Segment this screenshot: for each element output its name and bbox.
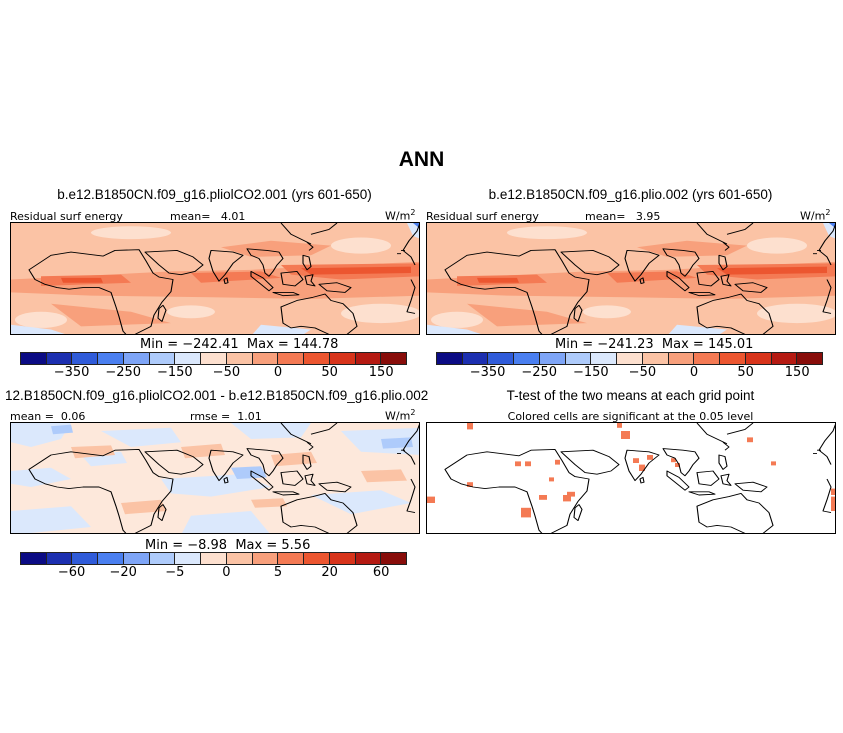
colorbar-tick-label: 50 <box>737 365 754 380</box>
colorbar-swatch <box>720 353 746 364</box>
panel-1-title: b.e12.B1850CN.f09_g16.pliolCO2.001 (yrs … <box>57 187 372 202</box>
colorbar-swatch <box>539 353 566 364</box>
colorbar-swatch <box>46 353 73 364</box>
panel-4-title: T-test of the two means at each grid poi… <box>506 388 755 403</box>
colorbar-swatch <box>381 553 407 564</box>
colorbar-tick-label: −5 <box>165 565 185 580</box>
colorbar-swatch <box>123 553 150 564</box>
panel-2-title: b.e12.B1850CN.f09_g16.plio.002 (yrs 601-… <box>488 187 773 202</box>
colorbar-swatch <box>304 353 330 364</box>
colorbar-tick-label: 0 <box>689 365 699 380</box>
panel-1-mean-label: mean= <box>170 210 211 223</box>
colorbar-tick-label: −50 <box>212 365 241 380</box>
panel-2-units: W/m2 <box>800 208 831 223</box>
colorbar-tick-label: −250 <box>521 365 558 380</box>
colorbar-swatch <box>304 553 330 564</box>
colorbar-tick-label: 20 <box>321 565 338 580</box>
colorbar-swatch <box>123 353 150 364</box>
colorbar-swatch <box>21 353 47 364</box>
colorbar-swatch <box>694 353 721 364</box>
panel-1-var-label: Residual surf energy <box>10 210 123 223</box>
colorbar-swatch <box>617 353 643 364</box>
colorbar-tick-label: 60 <box>372 565 390 580</box>
colorbar-swatch <box>462 353 489 364</box>
panel-2-var-label: Residual surf energy <box>426 210 539 223</box>
colorbar-tick-label: −350 <box>469 365 506 380</box>
colorbar-swatch <box>201 553 227 564</box>
colorbar-swatch <box>771 353 798 364</box>
colorbar-swatch <box>226 553 253 564</box>
colorbar-tick-label: −50 <box>628 365 657 380</box>
colorbar-swatch <box>355 353 382 364</box>
colorbar-swatch <box>149 353 176 364</box>
colorbar-swatch <box>745 353 772 364</box>
colorbar-tick-label: 50 <box>321 365 338 380</box>
colorbar-swatch <box>565 353 592 364</box>
panel-1-colorbar <box>20 352 407 365</box>
colorbar-swatch <box>668 353 695 364</box>
colorbar-swatch <box>226 353 253 364</box>
colorbar-tick-label: −250 <box>105 365 142 380</box>
main-title: ANN <box>398 148 445 171</box>
panel-3-colorbar <box>20 552 407 565</box>
colorbar-swatch <box>278 353 305 364</box>
colorbar-tick-label: 0 <box>273 365 283 380</box>
colorbar-swatch <box>329 553 356 564</box>
panel-3-map <box>10 422 420 534</box>
panel-3-units: W/m2 <box>385 408 416 423</box>
colorbar-tick-label: 5 <box>273 565 283 580</box>
colorbar-swatch <box>437 353 463 364</box>
colorbar-tick-label: 150 <box>368 365 394 380</box>
colorbar-swatch <box>72 353 99 364</box>
colorbar-tick-label: −150 <box>156 365 193 380</box>
colorbar-tick-label: −20 <box>109 565 137 580</box>
colorbar-swatch <box>329 353 356 364</box>
panel-1-minmax: Min = −242.41 Max = 144.78 <box>140 337 339 352</box>
panel-3-rmse: rmse = 1.01 <box>190 410 262 423</box>
panel-2-map <box>426 222 836 335</box>
colorbar-tick-label: 0 <box>222 565 231 580</box>
panel-2-mean-label: mean= <box>585 210 626 223</box>
colorbar-swatch <box>98 553 124 564</box>
panel-4-map <box>426 422 836 534</box>
colorbar-swatch <box>21 553 47 564</box>
colorbar-swatch <box>201 353 227 364</box>
panel-2-colorbar <box>436 352 823 365</box>
colorbar-tick-label: −350 <box>53 365 90 380</box>
colorbar-tick-label: −60 <box>57 565 86 580</box>
colorbar-swatch <box>46 553 73 564</box>
panel-1-mean: mean= 4.01 <box>170 210 245 223</box>
colorbar-swatch <box>72 553 99 564</box>
panel-3-title: 12.B1850CN.f09_g16.pliolCO2.001 - b.e12.… <box>5 388 429 403</box>
colorbar-swatch <box>175 353 202 364</box>
colorbar-tick-label: −150 <box>572 365 609 380</box>
panel-2-minmax: Min = −241.23 Max = 145.01 <box>555 337 754 352</box>
panel-3-colorbar-ticks: −60 −20 −5 0 5 20 60 <box>20 565 407 581</box>
panel-1-mean-value: 4.01 <box>220 210 246 223</box>
panel-2-colorbar-ticks: −350 −250 −150 −50 0 50 150 <box>436 365 823 381</box>
panel-3-mean: mean = 0.06 <box>10 410 86 423</box>
panel-2-mean-value: 3.95 <box>635 210 661 223</box>
colorbar-swatch <box>98 353 124 364</box>
colorbar-swatch <box>797 353 823 364</box>
colorbar-swatch <box>149 553 176 564</box>
colorbar-swatch <box>642 353 669 364</box>
panel-1-units: W/m2 <box>385 208 416 223</box>
colorbar-swatch <box>591 353 618 364</box>
panel-1-map <box>10 222 420 335</box>
colorbar-swatch <box>355 553 382 564</box>
colorbar-tick-label: 150 <box>784 365 810 380</box>
colorbar-swatch <box>252 553 279 564</box>
panel-3-minmax: Min = −8.98 Max = 5.56 <box>145 538 311 553</box>
colorbar-swatch <box>488 353 515 364</box>
colorbar-swatch <box>381 353 407 364</box>
colorbar-swatch <box>278 553 305 564</box>
panel-1-colorbar-ticks: −350 −250 −150 −50 0 50 150 <box>20 365 407 381</box>
colorbar-swatch <box>175 553 202 564</box>
colorbar-swatch <box>252 353 279 364</box>
panel-2-mean: mean= 3.95 <box>585 210 660 223</box>
panel-4-subtitle: Colored cells are significant at the 0.0… <box>507 410 754 423</box>
colorbar-swatch <box>514 353 540 364</box>
